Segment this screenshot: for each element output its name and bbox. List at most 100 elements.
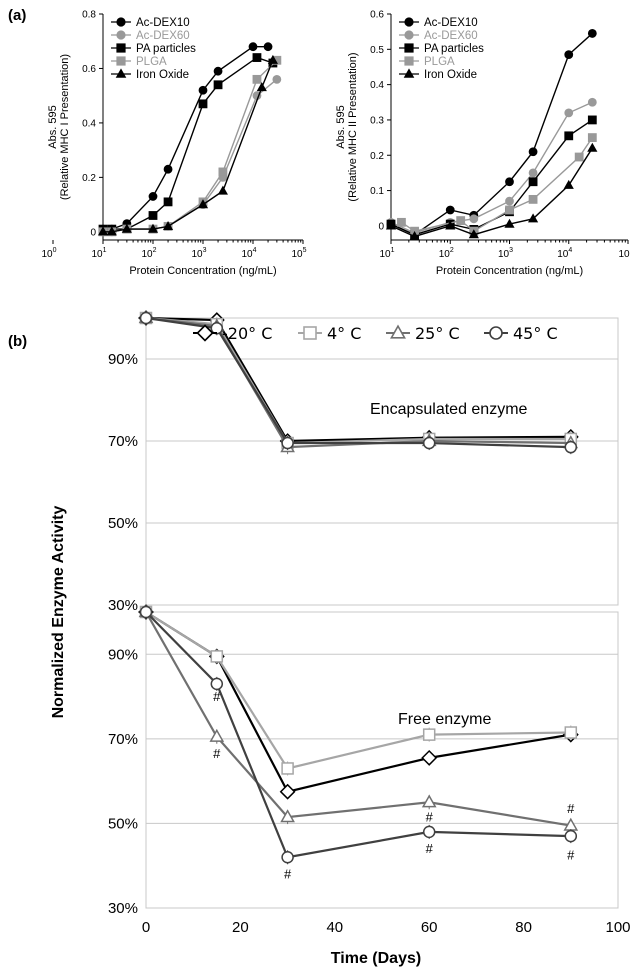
x-tick-label: 80 — [515, 919, 532, 936]
data-point-ac-dex60 — [587, 97, 597, 107]
legend-label-pa-particles: PA particles — [136, 43, 196, 55]
data-point-plga — [574, 152, 584, 162]
data-point-ac-dex10 — [263, 42, 273, 52]
significance-mark: # — [213, 746, 221, 761]
x-tick-label: 10 — [618, 249, 630, 260]
data-point-plga — [252, 74, 262, 84]
y-tick-label: 0.3 — [370, 115, 384, 126]
x-tick-label: 102 — [141, 247, 156, 260]
x-axis-label: Protein Concentration (ng/mL) — [436, 265, 583, 277]
legend-label-45-c: 45° C — [513, 324, 558, 343]
y-tick-label: 0.8 — [82, 10, 96, 21]
legend-marker-ac-dex10 — [404, 17, 414, 27]
data-point-45-c — [281, 436, 294, 450]
plot-area — [145, 611, 619, 909]
data-point-pa-particles — [148, 211, 158, 220]
legend-label-plga: PLGA — [136, 56, 167, 68]
subplot-encapsulated-enzyme: 30% 50% 70% 90% Encapsulated enzyme — [108, 310, 619, 614]
y-tick-label: 50% — [108, 815, 138, 832]
annotation: Free enzyme — [398, 711, 491, 728]
y-axis-label: Abs. 595(Relative MHC I Presentation) — [47, 54, 71, 200]
y-tick-label: 70% — [108, 731, 138, 748]
legend-marker-ac-dex60 — [404, 30, 414, 40]
data-point-pa-particles — [252, 53, 262, 62]
x-tick-label: 103 — [191, 247, 206, 260]
data-point-pa-particles — [163, 197, 173, 207]
chart-mhc-i: 0 0.2 0.4 0.6 0.8 100 101 102 103 104 105 Protein C… — [41, 10, 306, 278]
series-line-ac-dex10 — [390, 32, 593, 236]
series-line-ac-dex60 — [390, 101, 593, 234]
legend-marker-pa-particles — [404, 43, 414, 53]
legend-label-4-c: 4° C — [327, 324, 361, 343]
data-point-ac-dex10 — [248, 42, 258, 52]
series-ac-dex60 — [386, 97, 597, 238]
legend-label-20-c: -20° C — [222, 324, 272, 343]
y-tick-label: 70% — [108, 433, 138, 450]
significance-mark: # — [426, 809, 434, 824]
series-line-pa-particles — [103, 56, 274, 230]
y-tick-label: 90% — [108, 646, 138, 663]
x-tick-label: 105 — [291, 247, 306, 260]
data-point-45-c — [422, 825, 436, 839]
legend-marker-pa-particles — [116, 43, 126, 53]
data-point-plga — [587, 133, 597, 142]
significance-mark: # — [284, 866, 292, 881]
legend-label-plga: PLGA — [424, 56, 455, 68]
data-point-pa-particles — [564, 131, 574, 141]
legend-label-iron-oxide: Iron Oxide — [136, 69, 189, 81]
legend-label-ac-dex10: Ac-DEX10 — [424, 17, 478, 29]
data-point-45-c — [139, 311, 153, 325]
series-45-c — [139, 311, 578, 455]
series-line-pa-particles — [390, 119, 593, 236]
x-tick-label: 100 — [41, 247, 56, 260]
panel-label-a: (a) — [8, 7, 26, 24]
data-point-pa-particles — [213, 80, 223, 90]
legend-marker-plga — [116, 56, 126, 66]
legend-label-iron-oxide: Iron Oxide — [424, 69, 477, 81]
data-point-ac-dex60 — [272, 74, 282, 84]
data-point-iron-oxide — [527, 213, 539, 223]
data-point-ac-dex60 — [564, 108, 574, 118]
data-point-iron-oxide — [385, 220, 397, 230]
legend-marker-4-c — [303, 326, 317, 340]
y-axis-label: Abs. 595(Relative MHC II Presentation) — [335, 52, 359, 201]
legend-label-ac-dex60: Ac-DEX60 — [136, 30, 190, 42]
y-tick-label: 0.4 — [82, 118, 96, 129]
data-point-ac-dex10 — [564, 50, 574, 60]
data-point-iron-oxide — [162, 220, 174, 230]
y-tick-label: 30% — [108, 900, 138, 917]
y-tick-label: 0.4 — [370, 80, 384, 91]
series-line-ac-dex60 — [103, 78, 278, 233]
series-line-plga — [401, 137, 593, 233]
data-point-iron-oxide — [587, 142, 598, 152]
legend-marker-iron-oxide — [115, 68, 127, 78]
annotation: Encapsulated enzyme — [370, 401, 528, 418]
data-point-plga — [397, 217, 406, 227]
x-tick-label: 20 — [232, 919, 249, 936]
data-point-20-c — [279, 783, 296, 800]
x-axis-label: Time (Days) — [331, 950, 421, 967]
x-tick-label: 101 — [91, 247, 106, 260]
chart-mhc-ii: 0 0.1 0.2 0.3 0.4 0.5 0.6 101 102 103 104 10 Protein… — [335, 10, 630, 278]
significance-mark: # — [567, 801, 575, 816]
data-point-ac-dex60 — [505, 196, 514, 206]
data-point-ac-dex10 — [587, 29, 597, 38]
data-point-ac-dex10 — [528, 147, 538, 157]
data-point-ac-dex10 — [505, 177, 514, 187]
data-point-pa-particles — [528, 177, 538, 187]
y-tick-label: 0.5 — [370, 45, 384, 56]
legend-label-ac-dex60: Ac-DEX60 — [424, 30, 478, 42]
legend-marker-20-c — [196, 324, 214, 342]
data-point-4-c — [281, 762, 294, 775]
data-point-iron-oxide — [147, 223, 159, 233]
legend-label-ac-dex10: Ac-DEX10 — [136, 17, 190, 29]
legend-marker-iron-oxide — [403, 68, 415, 78]
x-tick-label: 0 — [142, 919, 150, 936]
data-point-pa-particles — [198, 99, 208, 109]
data-point-4-c — [422, 728, 436, 741]
data-point-20-c — [421, 749, 438, 766]
series-iron-oxide — [97, 54, 278, 236]
legend-marker-ac-dex60 — [116, 30, 126, 40]
